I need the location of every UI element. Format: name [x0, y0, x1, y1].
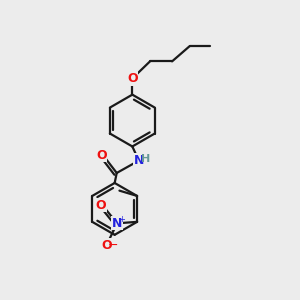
- Text: O: O: [127, 72, 138, 85]
- Text: O: O: [96, 199, 106, 212]
- Text: O: O: [101, 239, 112, 252]
- Text: N: N: [112, 217, 122, 230]
- Text: O: O: [96, 149, 107, 162]
- Text: +: +: [118, 215, 125, 224]
- Text: N: N: [134, 154, 144, 167]
- Text: H: H: [141, 154, 150, 164]
- Text: −: −: [107, 239, 118, 252]
